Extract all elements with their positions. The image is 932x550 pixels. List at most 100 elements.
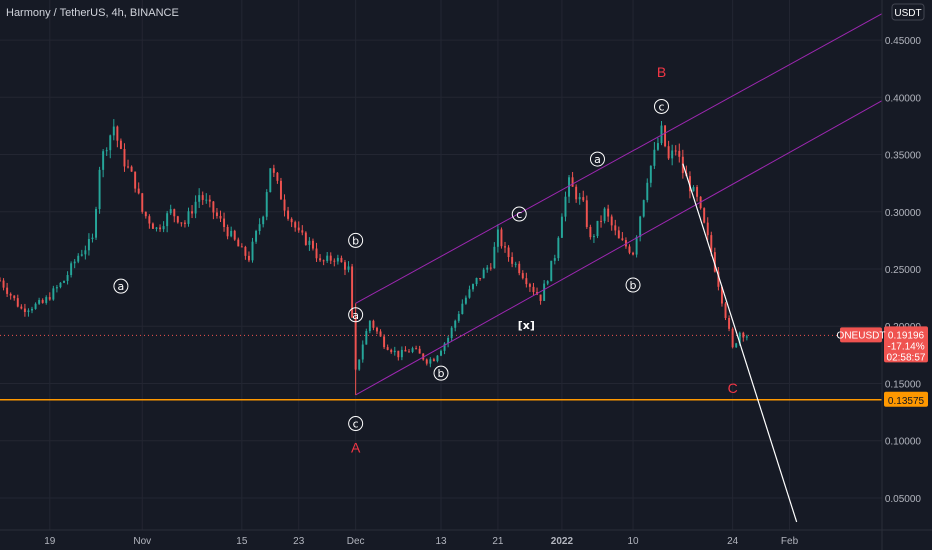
candle-body <box>27 310 30 313</box>
currency-badge-label: USDT <box>894 8 921 19</box>
candle-body <box>297 227 300 231</box>
wave-degree-label: A <box>351 440 361 456</box>
candle-body <box>656 143 659 150</box>
candle-body <box>151 223 154 229</box>
projection-line <box>682 163 798 523</box>
candle-body <box>393 350 396 353</box>
candle-body <box>539 294 542 301</box>
candle-body <box>237 239 240 247</box>
candle-body <box>621 238 624 241</box>
candle-body <box>674 150 677 152</box>
candle-body <box>240 246 243 248</box>
candle-body <box>464 297 467 304</box>
last-price-countdown: 02:58:57 <box>887 352 926 363</box>
candle-body <box>247 255 250 261</box>
y-tick-label: 0.15000 <box>885 379 922 390</box>
candle-body <box>116 126 119 141</box>
candle-body <box>632 252 635 255</box>
candle-body <box>482 269 485 279</box>
candle-body <box>724 303 727 318</box>
x-tick-label: 24 <box>727 536 739 547</box>
candle-body <box>279 180 282 200</box>
y-tick-label: 0.05000 <box>885 494 922 505</box>
candle-body <box>294 222 297 228</box>
candle-body <box>692 187 695 192</box>
candle-body <box>450 327 453 338</box>
candle-body <box>244 246 247 256</box>
candle-body <box>127 166 130 168</box>
candle-body <box>112 126 115 136</box>
candle-body <box>223 218 226 228</box>
candle-body <box>194 201 197 214</box>
candle-body <box>55 287 58 289</box>
candle-body <box>710 235 713 253</box>
candle-body <box>52 288 55 300</box>
candle-body <box>347 266 350 270</box>
candle-body <box>557 237 560 259</box>
candles <box>0 119 748 371</box>
candle-body <box>472 284 474 290</box>
candle-body <box>272 168 275 173</box>
candle-body <box>457 314 460 321</box>
candle-body <box>507 247 510 258</box>
candle-body <box>205 199 208 201</box>
candle-body <box>287 210 290 219</box>
x-tick-label: 10 <box>627 536 639 547</box>
x-tick-label: Feb <box>781 536 799 547</box>
candle-body <box>397 350 400 358</box>
candle-body <box>479 277 482 279</box>
candle-body <box>379 331 382 337</box>
x-tick-label: 2022 <box>551 536 574 547</box>
y-tick-label: 0.25000 <box>885 265 922 276</box>
x-tick-label: 13 <box>435 536 447 547</box>
y-tick-label: 0.40000 <box>885 93 922 104</box>
candle-body <box>183 222 186 224</box>
chart-title: Harmony / TetherUS, 4h, BINANCE <box>6 7 179 19</box>
candle-body <box>731 328 734 348</box>
candle-body <box>646 182 649 201</box>
x-tick-label: 15 <box>236 536 248 547</box>
candle-body <box>649 165 652 183</box>
candle-body <box>735 343 738 348</box>
candle-body <box>600 220 603 222</box>
candle-body <box>585 200 588 227</box>
candle-body <box>343 262 346 270</box>
candle-body <box>269 168 272 193</box>
candle-body <box>23 308 26 313</box>
candle-body <box>84 250 87 255</box>
candle-body <box>575 186 578 200</box>
candle-body <box>532 286 535 293</box>
last-price-value: 0.19196 <box>888 330 925 341</box>
candle-body <box>376 327 378 332</box>
wave-degree-label: C <box>728 380 738 396</box>
candle-body <box>504 246 506 248</box>
wave-label: c <box>658 100 664 113</box>
candle-body <box>311 240 314 249</box>
candle-body <box>130 166 133 172</box>
candle-body <box>514 263 517 265</box>
wave-label-circle <box>589 151 605 167</box>
candle-body <box>6 287 9 294</box>
candle-body <box>59 282 62 288</box>
wave-label: b <box>438 367 445 380</box>
candle-body <box>596 220 599 237</box>
candle-body <box>578 197 581 200</box>
candle-body <box>443 343 446 351</box>
wave-label: c <box>516 208 522 221</box>
x-tick-label: Dec <box>347 536 365 547</box>
candle-body <box>63 280 65 283</box>
candle-body <box>365 331 368 345</box>
wave-label-circle <box>113 278 129 294</box>
candle-body <box>664 125 667 147</box>
candle-body <box>308 240 311 245</box>
candle-body <box>77 255 80 262</box>
candle-body <box>642 200 645 217</box>
symbol-tag-label: ONEUSDT <box>837 330 886 341</box>
candle-body <box>447 337 450 344</box>
candle-body <box>706 222 709 236</box>
candle-body <box>660 125 663 144</box>
channel-layer <box>355 13 883 396</box>
